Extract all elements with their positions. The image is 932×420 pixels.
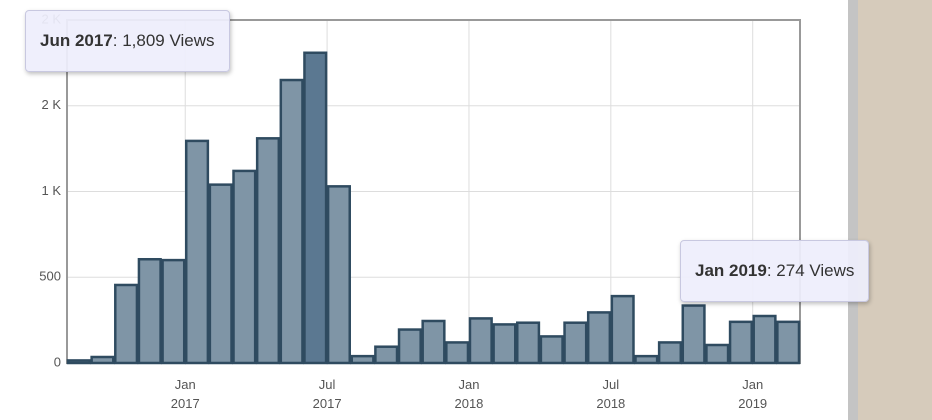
tooltip-month: Jun 2017 xyxy=(40,31,113,50)
bar xyxy=(516,321,541,365)
bar xyxy=(563,321,588,365)
bar xyxy=(279,78,304,365)
bar xyxy=(374,345,399,365)
x-tick-label: Jan 2017 xyxy=(170,377,200,411)
bar xyxy=(634,354,659,365)
bar xyxy=(90,355,115,365)
x-tick-label: Jan 2019 xyxy=(738,377,768,411)
tooltip: Jun 2017: 1,809 Views xyxy=(25,10,230,72)
tooltip-month: Jan 2019 xyxy=(695,261,767,280)
bar xyxy=(421,319,446,365)
tooltip-value: : 1,809 Views xyxy=(112,31,215,50)
bar xyxy=(728,320,753,365)
bar xyxy=(208,183,233,365)
bar xyxy=(184,139,210,365)
tooltip-value: : 274 Views xyxy=(766,261,855,280)
bar xyxy=(232,169,257,365)
tooltip: Jan 2019: 274 Views xyxy=(680,240,870,302)
y-tick-label: 0 xyxy=(54,354,61,369)
bar xyxy=(776,320,801,365)
side-panel xyxy=(848,0,932,420)
bar xyxy=(610,294,635,365)
bar xyxy=(350,354,375,365)
bar xyxy=(326,185,351,365)
bar xyxy=(752,314,777,365)
x-tick-label: Jan 2018 xyxy=(454,377,484,411)
bar xyxy=(468,317,493,365)
bar xyxy=(255,137,281,365)
x-tick-label: Jul 2017 xyxy=(312,377,342,411)
bar xyxy=(445,341,470,365)
y-tick-label: 500 xyxy=(39,269,61,284)
bar xyxy=(586,311,612,365)
y-tick-label: 2 K xyxy=(41,97,61,112)
bar xyxy=(161,258,186,365)
bar xyxy=(397,328,422,365)
bar xyxy=(303,51,328,365)
bar xyxy=(539,335,564,365)
x-tick-label: Jul 2018 xyxy=(596,377,626,411)
bar xyxy=(705,343,730,365)
y-tick-label: 1 K xyxy=(41,183,61,198)
bar xyxy=(681,304,706,365)
bar xyxy=(114,283,139,365)
bar xyxy=(492,323,517,365)
bar xyxy=(66,359,91,365)
bar xyxy=(137,257,162,365)
bar xyxy=(657,341,683,365)
